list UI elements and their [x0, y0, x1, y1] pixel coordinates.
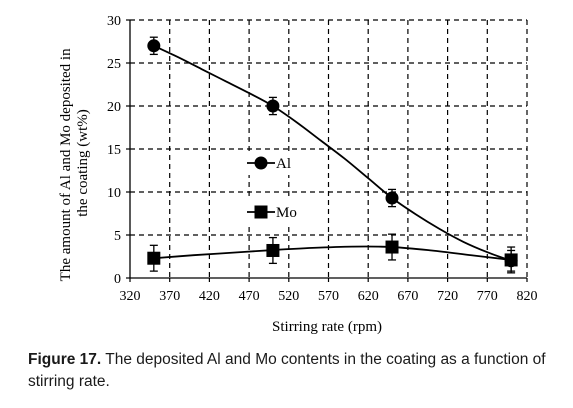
x-tick-label: 520	[278, 289, 299, 304]
x-tick-label: 670	[397, 289, 418, 304]
y-tick-label: 15	[107, 143, 121, 158]
data-point-mo	[385, 240, 399, 254]
line-chart: 0 5 10 15 20 25 30 320 370 420 470 520 570 620 670 720…	[58, 14, 538, 335]
x-tick-label: 770	[477, 289, 498, 304]
y-tick-label: 20	[107, 100, 121, 115]
x-tick-label: 470	[239, 289, 260, 304]
series-group	[147, 36, 518, 274]
y-axis-label-line-1: The amount of Al and Mo deposited in	[58, 48, 74, 281]
x-axis-tick-labels: 320 370 420 470 520 570 620 670 720 770 820	[120, 289, 538, 304]
data-point-mo	[147, 251, 161, 265]
x-tick-label: 420	[199, 289, 220, 304]
x-axis-label: Stirring rate (rpm)	[272, 319, 382, 335]
x-tick-label: 320	[120, 289, 141, 304]
legend-marker-al	[254, 156, 268, 170]
caption-text: The deposited Al and Mo contents in the …	[28, 351, 546, 390]
legend-label-mo: Mo	[276, 205, 297, 221]
data-point-mo	[504, 253, 518, 267]
legend-marker-mo	[254, 205, 268, 219]
caption-label: Figure 17.	[28, 351, 102, 368]
figure-caption: Figure 17. The deposited Al and Mo conte…	[28, 349, 568, 393]
legend-label-al: Al	[276, 156, 291, 172]
y-tick-label: 0	[114, 272, 121, 287]
y-axis-label: The amount of Al and Mo deposited in the…	[58, 45, 91, 282]
legend: Al Mo	[241, 151, 317, 224]
data-point-al	[147, 39, 161, 53]
x-tick-label: 620	[358, 289, 379, 304]
x-tick-label: 370	[159, 289, 180, 304]
data-point-mo	[266, 243, 280, 257]
x-tick-label: 820	[517, 289, 538, 304]
y-tick-label: 30	[107, 14, 121, 29]
series-line-al	[153, 44, 512, 262]
y-tick-label: 10	[107, 186, 121, 201]
x-tick-label: 570	[318, 289, 339, 304]
axes	[126, 19, 528, 282]
grid-lines	[130, 19, 528, 278]
x-tick-label: 720	[437, 289, 458, 304]
data-point-al	[385, 191, 399, 205]
y-axis-label-line-2: the coating (wt%)	[75, 109, 91, 216]
y-tick-label: 5	[114, 229, 121, 244]
y-axis-tick-labels: 0 5 10 15 20 25 30	[107, 14, 121, 287]
data-point-al	[266, 99, 280, 113]
series-line-mo	[153, 245, 512, 261]
y-tick-label: 25	[107, 57, 121, 72]
